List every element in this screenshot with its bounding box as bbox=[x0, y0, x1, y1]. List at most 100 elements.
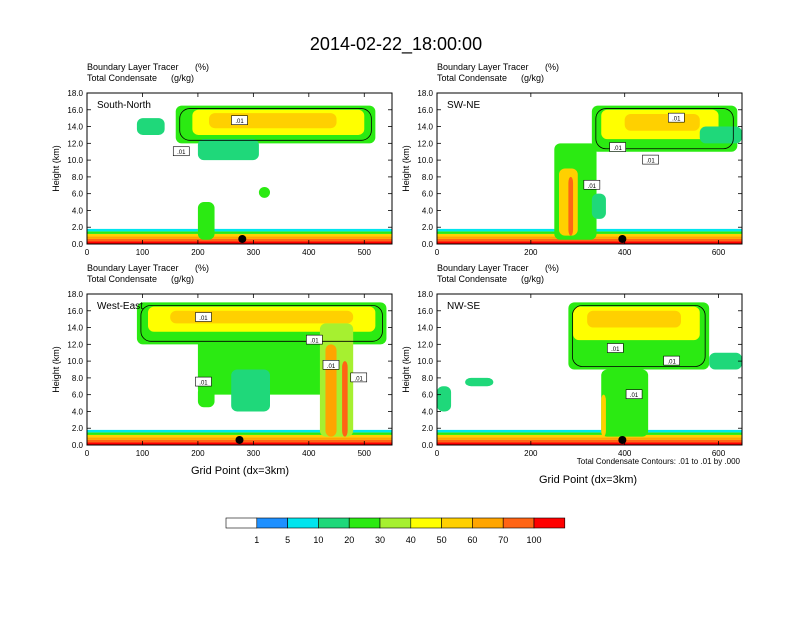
colorbar-swatch bbox=[287, 517, 319, 529]
tracer-cell bbox=[209, 113, 337, 129]
panel-header-tracer: Boundary Layer Tracer bbox=[87, 263, 179, 273]
contour-label: .01 bbox=[199, 316, 208, 322]
colorbar-swatch bbox=[441, 517, 473, 529]
condensate-contour bbox=[595, 108, 734, 150]
y-tick-label: 14.0 bbox=[417, 123, 433, 132]
colorbar-label: 100 bbox=[526, 535, 541, 545]
contour-label-box bbox=[195, 376, 212, 387]
tracer-cell bbox=[197, 139, 259, 161]
y-tick-label: 8.0 bbox=[72, 173, 84, 182]
panel-header-condensate-unit: (g/kg) bbox=[521, 274, 544, 284]
condensate-contour bbox=[179, 108, 372, 141]
panel-name: South-North bbox=[97, 100, 151, 111]
y-axis-title: Height (km) bbox=[51, 145, 61, 192]
tracer-band bbox=[437, 434, 742, 438]
panel-sw-ne: Boundary Layer Tracer (%) Total Condensate… bbox=[401, 62, 743, 257]
y-tick-label: 0.0 bbox=[422, 441, 434, 450]
contour-label-box bbox=[306, 334, 323, 345]
contour-label-box bbox=[350, 372, 368, 383]
contour-label: .01 bbox=[630, 393, 639, 399]
location-marker bbox=[235, 435, 244, 444]
x-tick-label: 0 bbox=[85, 248, 90, 257]
x-tick-label: 200 bbox=[191, 449, 205, 458]
y-tick-label: 10.0 bbox=[67, 357, 83, 366]
tracer-band bbox=[87, 228, 392, 232]
colorbar-swatch bbox=[472, 517, 504, 529]
tracer-field: .01 .01 .01 bbox=[437, 302, 742, 445]
panel-header-condensate: Total Condensate bbox=[87, 73, 157, 83]
y-axis-title: Height (km) bbox=[401, 145, 411, 192]
colorbar-label: 40 bbox=[406, 535, 416, 545]
x-tick-label: 200 bbox=[524, 449, 538, 458]
tracer-band bbox=[437, 437, 742, 440]
y-tick-label: 18.0 bbox=[67, 89, 83, 98]
tracer-cell bbox=[258, 186, 270, 198]
y-tick-label: 18.0 bbox=[417, 290, 433, 299]
y-tick-label: 14.0 bbox=[67, 123, 83, 132]
colorbar-swatch bbox=[502, 517, 535, 529]
x-tick-label: 100 bbox=[136, 248, 150, 257]
colorbar-swatch bbox=[533, 517, 566, 529]
x-tick-label: 100 bbox=[136, 449, 150, 458]
colorbar-swatch bbox=[379, 517, 412, 529]
y-tick-label: 10.0 bbox=[417, 156, 433, 165]
y-tick-label: 8.0 bbox=[422, 173, 434, 182]
plot-frame bbox=[436, 92, 743, 245]
y-tick-label: 6.0 bbox=[72, 190, 84, 199]
colorbar-label: 1 bbox=[254, 535, 259, 545]
tracer-cell bbox=[591, 193, 606, 219]
colorbar-label: 30 bbox=[375, 535, 385, 545]
panel-header-condensate: Total Condensate bbox=[437, 73, 507, 83]
x-tick-label: 300 bbox=[247, 449, 261, 458]
y-tick-label: 12.0 bbox=[67, 340, 83, 349]
colorbar-swatch bbox=[318, 517, 350, 529]
contour-label-box bbox=[583, 179, 601, 190]
y-tick-label: 12.0 bbox=[417, 340, 433, 349]
panel-name: NW-SE bbox=[447, 301, 480, 312]
tracer-field: .01 .01 .01 .01 bbox=[437, 105, 742, 244]
tracer-cell bbox=[342, 361, 348, 437]
location-marker bbox=[618, 234, 627, 243]
tracer-band bbox=[437, 432, 742, 435]
y-tick-label: 4.0 bbox=[72, 407, 84, 416]
y-tick-label: 4.0 bbox=[422, 407, 434, 416]
contour-label-box bbox=[195, 312, 212, 322]
contour-note: Total Condensate Contours: .01 to .01 by… bbox=[577, 457, 741, 466]
panel-header-tracer-unit: (%) bbox=[195, 62, 209, 72]
panel-header-tracer: Boundary Layer Tracer bbox=[87, 62, 179, 72]
tracer-cell bbox=[587, 310, 681, 328]
y-tick-label: 4.0 bbox=[422, 206, 434, 215]
x-tick-label: 400 bbox=[302, 248, 316, 257]
x-tick-label: 600 bbox=[712, 449, 726, 458]
contour-label: .01 bbox=[672, 117, 681, 123]
panel-header-condensate: Total Condensate bbox=[87, 274, 157, 284]
colorbar-swatch bbox=[256, 517, 288, 529]
colorbar-swatch bbox=[348, 517, 381, 529]
xlabel-right: Grid Point (dx=3km) bbox=[539, 474, 637, 486]
contour-label: .01 bbox=[177, 150, 186, 156]
tracer-band bbox=[437, 439, 742, 443]
colorbar-label: 70 bbox=[498, 535, 508, 545]
condensate-contour bbox=[571, 304, 706, 367]
tracer-cell bbox=[136, 118, 165, 135]
tracer-cell bbox=[709, 352, 742, 370]
tracer-cell bbox=[601, 369, 649, 437]
colorbar-label: 60 bbox=[467, 535, 477, 545]
tracer-cell bbox=[601, 394, 606, 437]
x-tick-label: 300 bbox=[247, 248, 261, 257]
x-tick-label: 500 bbox=[358, 248, 372, 257]
contour-label-box bbox=[609, 142, 626, 152]
y-tick-label: 0.0 bbox=[422, 240, 434, 249]
colorbar-label: 20 bbox=[344, 535, 354, 545]
x-tick-label: 200 bbox=[524, 248, 538, 257]
x-tick-label: 500 bbox=[358, 449, 372, 458]
panel-header-condensate-unit: (g/kg) bbox=[171, 274, 194, 284]
panel-south-north: Boundary Layer Tracer (%) Total Condensate… bbox=[51, 62, 393, 257]
colorbar-label: 10 bbox=[313, 535, 323, 545]
y-tick-label: 2.0 bbox=[72, 424, 84, 433]
condensate-contour bbox=[140, 304, 383, 342]
tracer-band bbox=[437, 241, 742, 244]
panel-name: West-East bbox=[97, 301, 143, 312]
panel-header-condensate-unit: (g/kg) bbox=[171, 73, 194, 83]
